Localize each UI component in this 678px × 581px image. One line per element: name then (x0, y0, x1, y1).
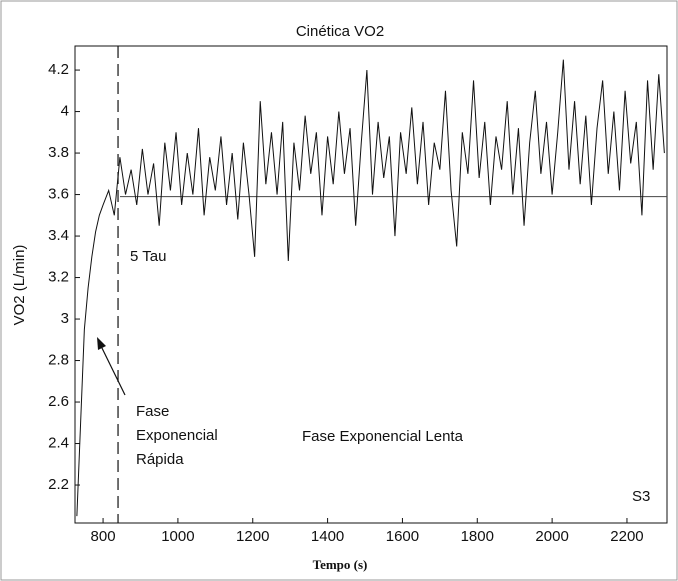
chart-title: Cinética VO2 (296, 23, 384, 40)
x-tick-label: 800 (91, 528, 116, 545)
annotation: Rápida (136, 451, 184, 468)
x-tick-label: 1800 (461, 528, 494, 545)
annotation: 5 Tau (130, 248, 166, 265)
data-line (76, 59, 665, 517)
annotation: Fase Exponencial Lenta (302, 428, 464, 445)
arrow-head (97, 337, 106, 350)
y-tick-label: 4 (61, 103, 69, 120)
y-tick-label: 3.4 (48, 227, 69, 244)
y-tick-label: 3 (61, 310, 69, 327)
y-tick-label: 2.8 (48, 352, 69, 369)
annotation: Exponencial (136, 427, 218, 444)
y-tick-label: 2.2 (48, 476, 69, 493)
x-tick-label: 1600 (386, 528, 419, 545)
x-tick-label: 2200 (610, 528, 643, 545)
x-tick-label: 1000 (161, 528, 194, 545)
y-tick-label: 4.2 (48, 61, 69, 78)
y-axis-label: VO2 (L/min) (11, 245, 28, 326)
x-tick-label: 2000 (535, 528, 568, 545)
annotation: Fase (136, 403, 169, 420)
y-tick-label: 3.2 (48, 269, 69, 286)
annotation: S3 (632, 488, 650, 505)
x-tick-label: 1400 (311, 528, 344, 545)
arrow (100, 345, 126, 396)
x-axis-label: Tempo (s) (313, 557, 368, 572)
y-tick-label: 3.6 (48, 186, 69, 203)
y-tick-label: 2.4 (48, 435, 69, 452)
y-tick-label: 3.8 (48, 144, 69, 161)
x-tick-label: 1200 (236, 528, 269, 545)
plot-area (74, 45, 668, 524)
y-tick-label: 2.6 (48, 393, 69, 410)
